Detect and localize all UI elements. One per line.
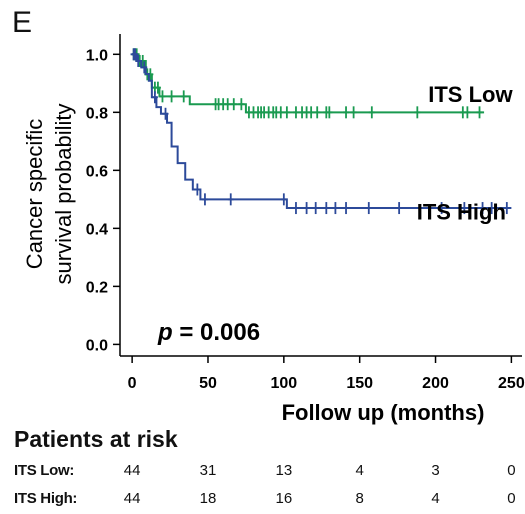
x-tick-label: 150 xyxy=(346,375,373,392)
y-tick-label: 0.2 xyxy=(86,279,108,296)
risk-cell: 0 xyxy=(507,462,516,479)
risk-cell: 44 xyxy=(123,462,141,479)
risk-cell: 16 xyxy=(275,490,293,507)
risk-table-heading: Patients at risk xyxy=(14,426,178,452)
x-tick-label: 100 xyxy=(270,375,297,392)
panel-label: E xyxy=(12,6,33,39)
y-tick-label: 0.0 xyxy=(86,337,108,354)
y-tick-label: 0.8 xyxy=(86,105,108,122)
y-tick-label: 0.4 xyxy=(86,221,108,238)
risk-cell: 44 xyxy=(123,490,141,507)
risk-cell: 3 xyxy=(431,462,440,479)
risk-row-label: ITS High: xyxy=(14,490,78,507)
y-axis-title: Cancer specific xyxy=(22,119,47,269)
p-value-text: = 0.006 xyxy=(173,319,260,346)
risk-row-its-high: ITS High: 44 18 16 8 4 0 xyxy=(0,490,525,514)
risk-cell: 4 xyxy=(355,462,364,479)
risk-cell: 18 xyxy=(199,490,217,507)
p-value-symbol: p xyxy=(157,319,173,346)
p-value-annotation: p = 0.006 xyxy=(157,319,260,346)
y-axis-title: survival probability xyxy=(51,104,76,285)
risk-row-its-low: ITS Low: 44 31 13 4 3 0 xyxy=(0,462,525,486)
y-tick-label: 1.0 xyxy=(86,47,108,64)
series-label: ITS Low xyxy=(428,82,513,107)
y-tick-label: 0.6 xyxy=(86,163,108,180)
risk-cell: 4 xyxy=(431,490,440,507)
x-tick-label: 0 xyxy=(128,375,137,392)
survival-curve xyxy=(132,53,512,210)
risk-cell: 8 xyxy=(355,490,364,507)
x-tick-label: 250 xyxy=(498,375,525,392)
x-axis-title: Follow up (months) xyxy=(282,400,485,425)
series-group-1 xyxy=(130,48,512,215)
series-label: ITS High xyxy=(417,200,506,225)
risk-cell: 13 xyxy=(275,462,293,479)
x-tick-label: 200 xyxy=(422,375,449,392)
risk-row-label: ITS Low: xyxy=(14,462,75,479)
x-tick-label: 50 xyxy=(199,375,217,392)
risk-cell: 0 xyxy=(507,490,516,507)
risk-cell: 31 xyxy=(199,462,217,479)
